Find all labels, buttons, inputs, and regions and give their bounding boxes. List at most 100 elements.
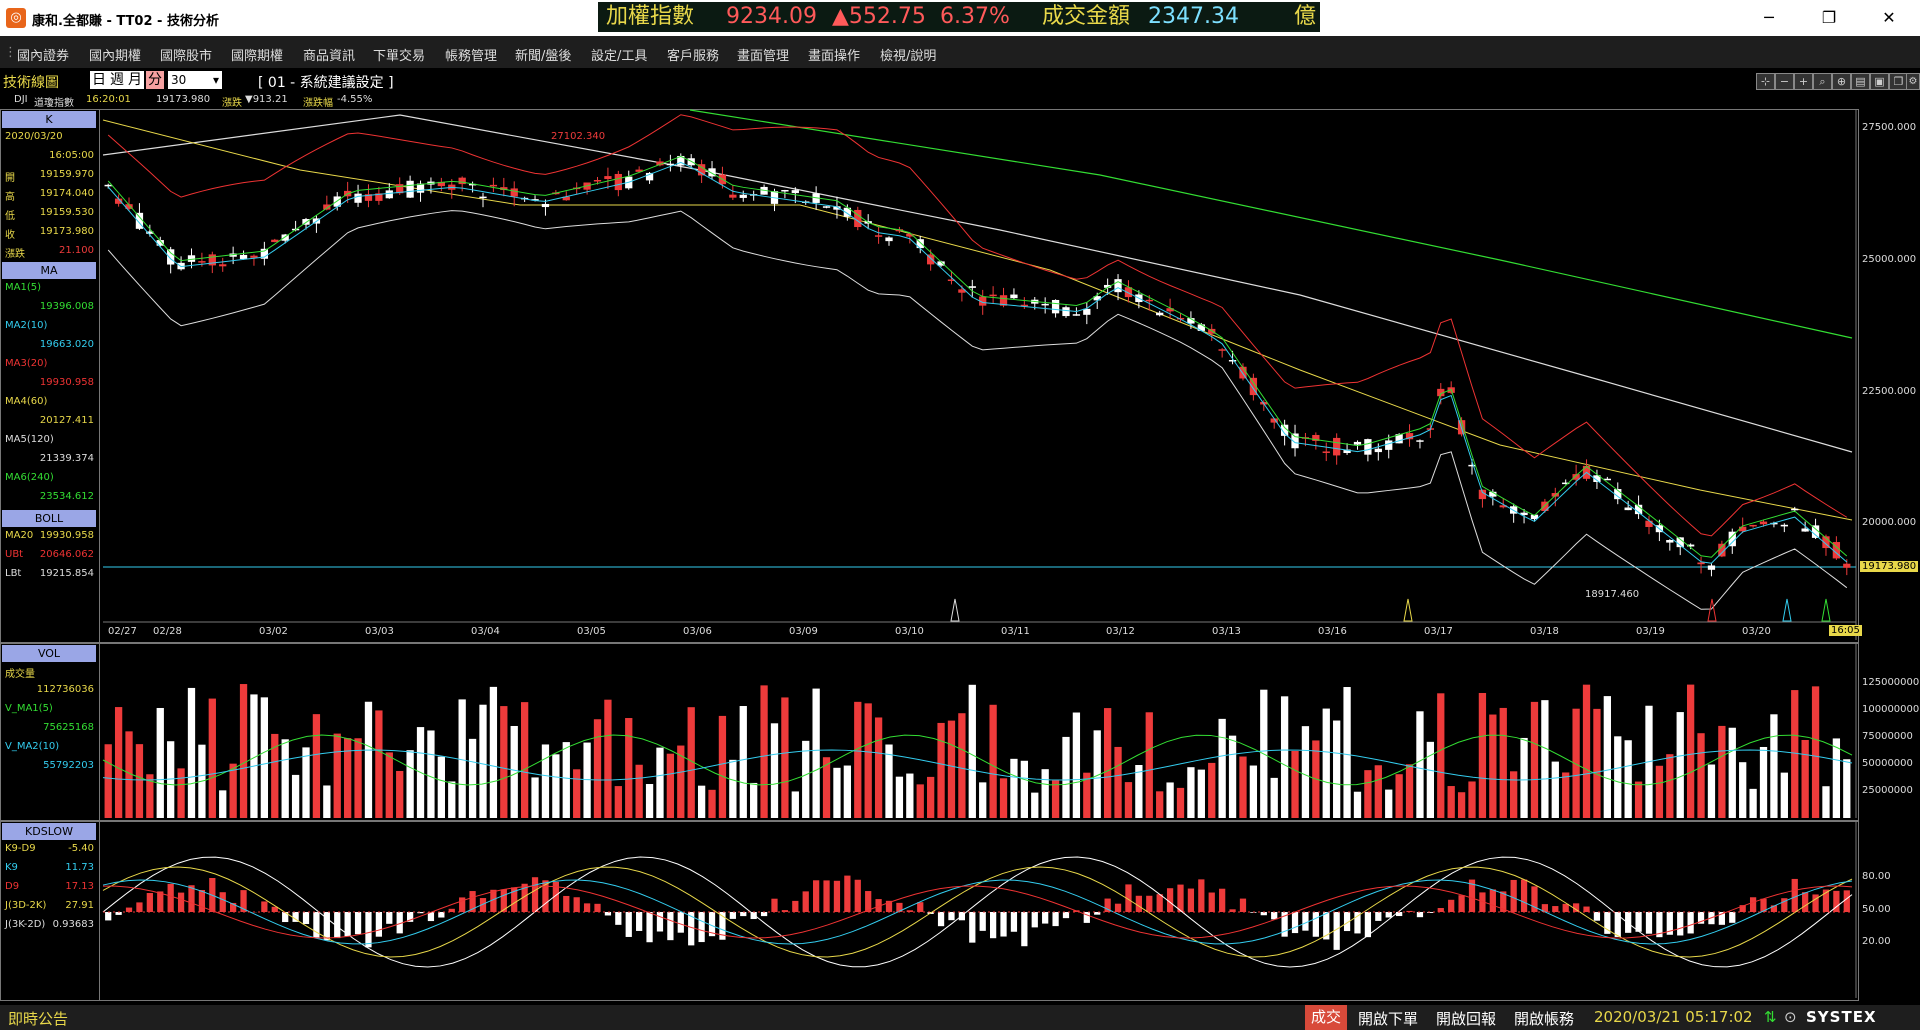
- ma1-line: [107, 155, 1848, 558]
- candle-body: [1405, 433, 1414, 440]
- kd-bar: [1604, 912, 1611, 934]
- kd-bar: [459, 897, 466, 912]
- zoom-in-icon[interactable]: +: [1794, 73, 1813, 90]
- index-ticker: 加權指數 9234.09 ▲552.75 6.37% 成交金額 2347.34 …: [598, 2, 1320, 32]
- menu-item[interactable]: 國內證券: [17, 49, 70, 64]
- vma1-label: V_MA1(5): [5, 703, 53, 714]
- volume-bar: [1447, 786, 1455, 818]
- menu-item[interactable]: 帳務管理: [445, 49, 498, 64]
- menu-item[interactable]: 客戶服務: [667, 49, 720, 64]
- kd-bar: [344, 912, 351, 937]
- vol-tick: 25000000: [1862, 785, 1913, 796]
- candle-body: [937, 261, 945, 266]
- period-day-button[interactable]: 日: [90, 71, 108, 89]
- kd-bar: [833, 880, 841, 912]
- volume-bar: [396, 770, 404, 818]
- kd-bar: [1781, 898, 1788, 912]
- open-report-button[interactable]: 開啟回報: [1436, 1010, 1497, 1028]
- quote-row: DJI 道瓊指數 16:20:01 19173.980 漲跌 ▼913.21 漲…: [0, 92, 1920, 109]
- volume-bar: [552, 754, 560, 818]
- kd-bar: [948, 912, 955, 921]
- kd-info-panel: [0, 821, 100, 1001]
- candle-body: [156, 240, 164, 246]
- open-order-button[interactable]: 開啟下單: [1358, 1010, 1419, 1028]
- volume-bar: [989, 704, 997, 818]
- kd-bar: [375, 912, 383, 937]
- candle-body: [1020, 304, 1028, 307]
- ma-header: MA: [2, 262, 96, 279]
- minimize-button[interactable]: ─: [1764, 8, 1774, 27]
- period-minute-button[interactable]: 分: [146, 71, 164, 89]
- open-account-button[interactable]: 開啟帳務: [1514, 1010, 1575, 1028]
- magnify-icon[interactable]: ⊕: [1832, 73, 1851, 90]
- search-icon[interactable]: ⌕: [1813, 73, 1832, 90]
- menu-item[interactable]: 設定/工具: [591, 49, 648, 64]
- ma6-line: [689, 109, 1853, 339]
- candle-body: [645, 172, 654, 181]
- volume-bar: [531, 777, 539, 818]
- kd-bar: [750, 912, 757, 920]
- volume-bar: [1718, 725, 1726, 818]
- period-month-button[interactable]: 月: [126, 71, 144, 89]
- menu-item[interactable]: 畫面管理: [737, 49, 790, 64]
- candle-body: [1686, 544, 1695, 547]
- d9-label: D9: [5, 881, 20, 892]
- boll-upper-line: [107, 114, 1848, 537]
- volume-bar: [1135, 765, 1143, 818]
- kd-bar: [813, 880, 820, 912]
- vol-tick: 125000000: [1862, 677, 1920, 688]
- interval-select[interactable]: 30 ▾: [168, 71, 222, 89]
- bulletin-button[interactable]: 即時公告: [8, 1010, 69, 1028]
- volume-bar: [239, 684, 248, 818]
- kd-bar: [1010, 912, 1018, 932]
- candle-body: [1624, 507, 1632, 511]
- menu-item[interactable]: 下單交易: [373, 49, 426, 64]
- boll-upper-value: 20646.062: [39, 549, 94, 560]
- period-week-button[interactable]: 週: [108, 71, 126, 89]
- volume-bar: [573, 769, 581, 818]
- kd-bar: [1468, 879, 1476, 912]
- menu-item[interactable]: 檢視/說明: [880, 49, 937, 64]
- kd-bar: [1406, 910, 1413, 912]
- restore-button[interactable]: ❐: [1821, 8, 1837, 27]
- volume-bar: [729, 759, 737, 818]
- boll-mid-label: MA20: [5, 530, 34, 541]
- save-icon[interactable]: ▣: [1870, 73, 1889, 90]
- trade-button[interactable]: 成交: [1305, 1005, 1348, 1030]
- ma2-line: [107, 161, 1848, 564]
- menu-item[interactable]: 國際期權: [231, 49, 284, 64]
- kd-bar: [1291, 912, 1299, 934]
- print-icon[interactable]: ▤: [1851, 73, 1870, 90]
- volume-bar: [1333, 720, 1341, 818]
- clock: 2020/03/21 05:17:02: [1594, 1008, 1753, 1026]
- candle-body: [874, 235, 883, 237]
- menu-item[interactable]: 國際股市: [160, 49, 213, 64]
- copy-icon[interactable]: ❐: [1889, 73, 1908, 90]
- candle-body: [1124, 287, 1133, 298]
- volume-bar: [1395, 774, 1403, 818]
- kd-bar: [1843, 890, 1850, 912]
- candle-body: [468, 183, 477, 186]
- zoom-out-icon[interactable]: −: [1775, 73, 1794, 90]
- candle-body: [843, 207, 852, 217]
- menu-bar: ⋮ 國內證券 國內期權 國際股市 國際期權 商品資訊 下單交易 帳務管理 新聞/…: [0, 36, 1920, 68]
- candle-body: [781, 189, 789, 192]
- volume-bar: [1426, 741, 1435, 818]
- crosshair-icon[interactable]: ⊹: [1756, 73, 1775, 90]
- vol-tick: 75000000: [1862, 731, 1913, 742]
- candle-body: [677, 155, 685, 166]
- menu-item[interactable]: 國內期權: [89, 49, 142, 64]
- kd-bar: [1749, 897, 1757, 912]
- volume-bar: [1530, 701, 1539, 818]
- volume-bar: [677, 745, 685, 818]
- index-label: 加權指數: [606, 4, 695, 29]
- menu-item[interactable]: 畫面操作: [808, 49, 861, 64]
- candle-body: [125, 204, 133, 209]
- setting-label[interactable]: [ 01 - 系統建議設定 ]: [258, 75, 394, 91]
- candle-body: [1322, 451, 1330, 453]
- menu-item[interactable]: 商品資訊: [303, 49, 356, 64]
- menu-item[interactable]: 新聞/盤後: [515, 49, 572, 64]
- candle-body: [1520, 512, 1528, 516]
- close-button[interactable]: ✕: [1882, 8, 1896, 27]
- volume-bar: [614, 786, 622, 818]
